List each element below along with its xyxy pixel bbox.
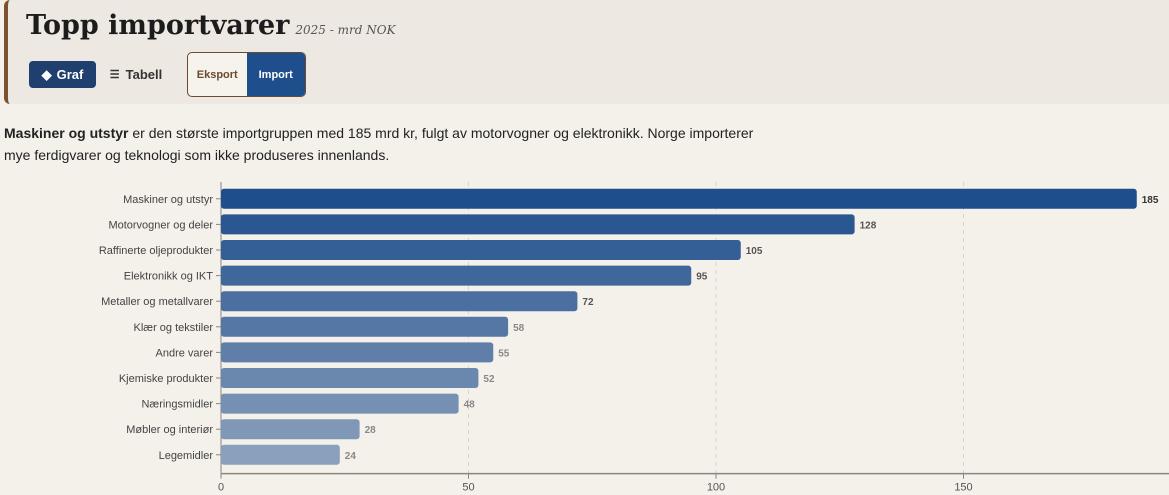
- bar: [221, 265, 692, 286]
- category-label: Andre varer: [156, 347, 214, 359]
- description-highlight: Maskiner og utstyr: [4, 125, 129, 141]
- bar: [221, 393, 459, 414]
- bar: [221, 419, 360, 440]
- x-tick-label: 0: [218, 482, 224, 494]
- value-label: 128: [860, 220, 877, 231]
- diamond-icon: ◆: [41, 66, 52, 82]
- category-label: Klær og tekstiler: [134, 322, 214, 334]
- bar-chart: Maskiner og utstyr 185 Motorvogner og dele…: [99, 182, 1169, 494]
- bar: [221, 444, 340, 465]
- tabell-view-label: Tabell: [125, 67, 163, 82]
- page-subtitle: 2025 - mrd NOK: [295, 23, 396, 37]
- bar: [221, 291, 578, 312]
- bar: [221, 214, 855, 235]
- value-label: 58: [513, 323, 525, 334]
- bar: [221, 316, 509, 337]
- header-panel: Topp importvarer 2025 - mrd NOK ◆ Graf ☰ …: [4, 0, 1169, 104]
- chart-description: Maskiner og utstyr er den største import…: [4, 122, 764, 166]
- category-label: Maskiner og utstyr: [123, 194, 213, 206]
- import-toggle-button[interactable]: Import: [246, 53, 305, 96]
- value-label: 48: [464, 400, 476, 411]
- value-label: 24: [345, 451, 357, 462]
- value-label: 105: [746, 246, 763, 257]
- bar: [221, 188, 1137, 209]
- category-label: Metaller og metallvarer: [101, 296, 213, 308]
- bar: [221, 368, 479, 388]
- export-import-toggle: Eksport Import: [187, 52, 306, 97]
- bar: [221, 342, 494, 363]
- list-icon: ☰: [109, 69, 120, 81]
- category-label: Elektronikk og IKT: [124, 271, 214, 283]
- value-label: 95: [696, 272, 708, 283]
- value-label: 28: [365, 425, 377, 436]
- title-text: Topp importvarer: [26, 10, 290, 41]
- bar: [221, 240, 741, 260]
- category-label: Legemidler: [159, 450, 214, 462]
- x-tick-label: 50: [462, 482, 474, 494]
- description-text: er den største importgruppen med 185 mrd…: [4, 125, 754, 163]
- value-label: 185: [1142, 195, 1159, 206]
- page-title: Topp importvarer 2025 - mrd NOK: [26, 10, 396, 41]
- graf-view-label: Graf: [56, 67, 84, 82]
- value-label: 52: [483, 374, 495, 385]
- x-tick-label: 150: [954, 482, 972, 494]
- value-label: 72: [582, 297, 594, 308]
- eksport-toggle-button[interactable]: Eksport: [196, 68, 238, 81]
- category-label: Næringsmidler: [141, 399, 213, 411]
- category-label: Motorvogner og deler: [108, 219, 213, 231]
- graf-view-button[interactable]: ◆ Graf: [29, 61, 96, 88]
- category-label: Raffinerte oljeprodukter: [99, 245, 213, 257]
- category-label: Møbler og interiør: [126, 424, 213, 436]
- value-label: 55: [498, 348, 510, 359]
- tabell-view-button[interactable]: ☰ Tabell: [105, 61, 167, 88]
- x-tick-label: 100: [707, 482, 725, 494]
- category-label: Kjemiske produkter: [119, 373, 213, 385]
